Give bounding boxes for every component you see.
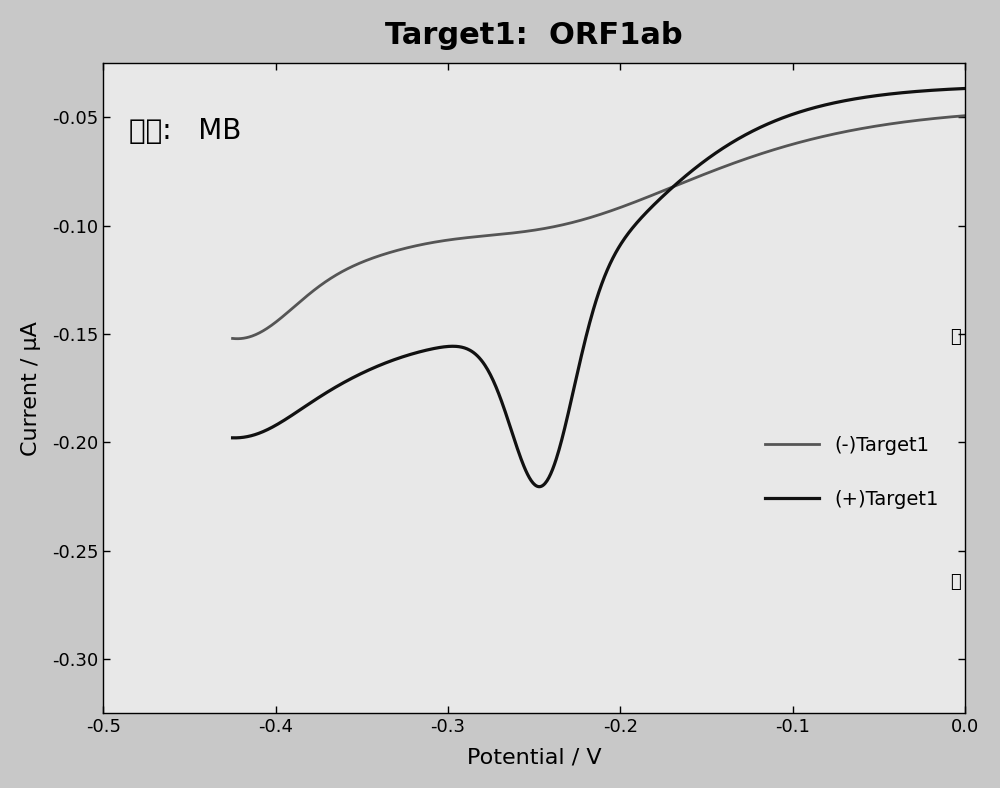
X-axis label: Potential / V: Potential / V <box>467 747 601 768</box>
Title: Target1:  ORF1ab: Target1: ORF1ab <box>385 20 683 50</box>
Text: 下: 下 <box>950 574 961 592</box>
Y-axis label: Current / μA: Current / μA <box>21 321 41 455</box>
Legend: (-)Target1, (+)Target1: (-)Target1, (+)Target1 <box>757 429 947 517</box>
Text: 信号:   MB: 信号: MB <box>129 117 242 146</box>
Text: 上: 上 <box>950 328 961 346</box>
